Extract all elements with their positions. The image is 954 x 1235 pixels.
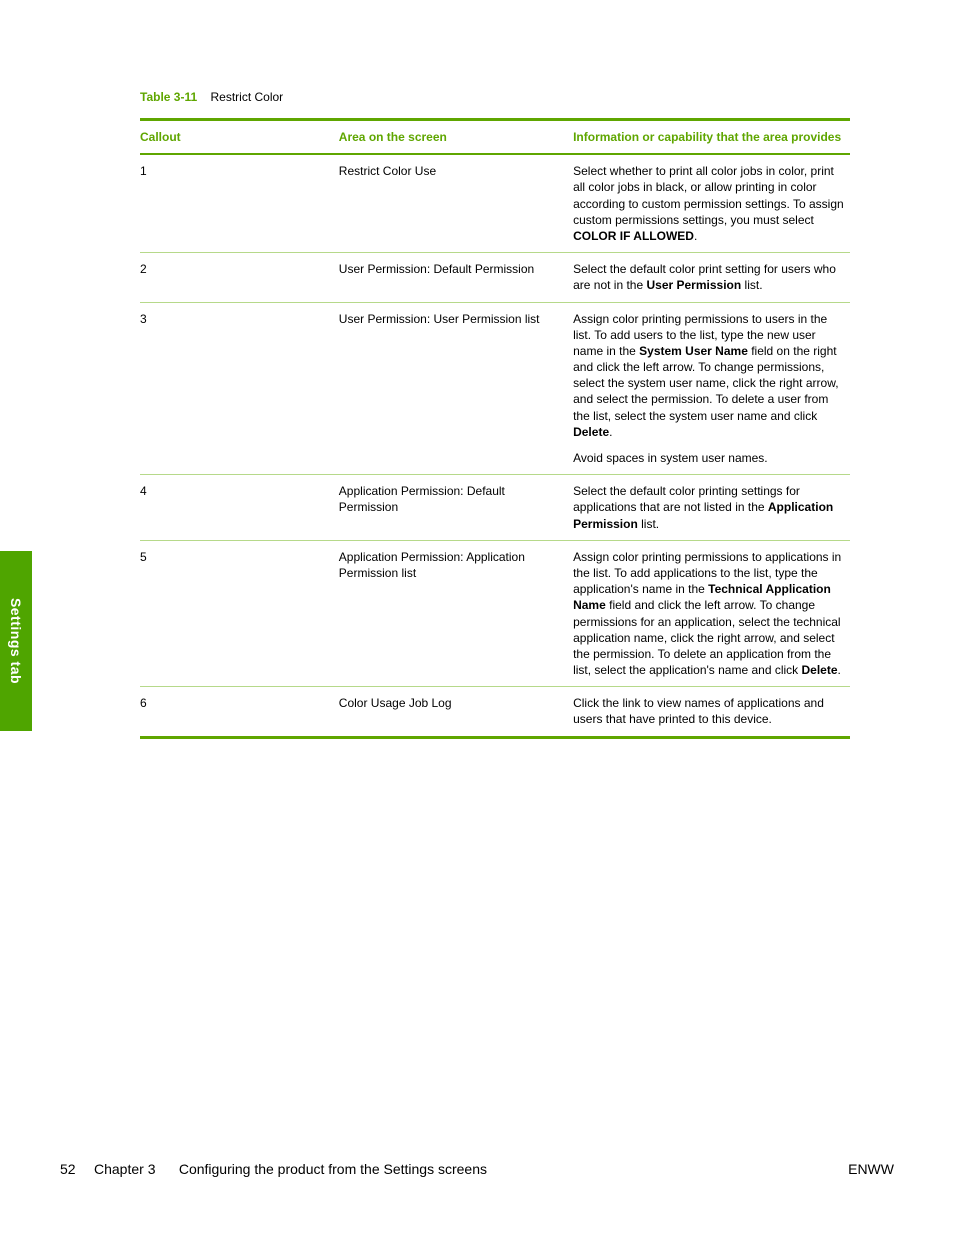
table-caption: Table 3-11 Restrict Color — [140, 90, 850, 104]
cell-description: Select the default color printing settin… — [573, 475, 850, 541]
chapter-label: Chapter 3 — [94, 1161, 155, 1177]
cell-description: Select whether to print all color jobs i… — [573, 154, 850, 252]
chapter-title: Configuring the product from the Setting… — [179, 1161, 487, 1177]
table-title: Restrict Color — [211, 90, 284, 104]
footer-right: ENWW — [848, 1161, 894, 1177]
cell-description: Select the default color print setting f… — [573, 253, 850, 302]
side-tab-label: Settings tab — [8, 598, 24, 684]
table-row: 1Restrict Color UseSelect whether to pri… — [140, 154, 850, 252]
cell-callout: 2 — [140, 253, 339, 302]
cell-callout: 4 — [140, 475, 339, 541]
cell-area: User Permission: User Permission list — [339, 302, 573, 475]
cell-area: Application Permission: Application Perm… — [339, 540, 573, 687]
restrict-color-table: Callout Area on the screen Information o… — [140, 118, 850, 739]
cell-callout: 5 — [140, 540, 339, 687]
table-number: Table 3-11 — [140, 90, 197, 104]
table-row: 5Application Permission: Application Per… — [140, 540, 850, 687]
table-row: 2User Permission: Default PermissionSele… — [140, 253, 850, 302]
cell-callout: 1 — [140, 154, 339, 252]
table-row: 4Application Permission: Default Permiss… — [140, 475, 850, 541]
cell-description: Assign color printing permissions to app… — [573, 540, 850, 687]
cell-description: Click the link to view names of applicat… — [573, 687, 850, 737]
col-info: Information or capability that the area … — [573, 120, 850, 155]
table-header-row: Callout Area on the screen Information o… — [140, 120, 850, 155]
col-callout: Callout — [140, 120, 339, 155]
cell-area: Application Permission: Default Permissi… — [339, 475, 573, 541]
cell-callout: 3 — [140, 302, 339, 475]
col-area: Area on the screen — [339, 120, 573, 155]
cell-callout: 6 — [140, 687, 339, 737]
cell-description: Assign color printing permissions to use… — [573, 302, 850, 475]
cell-area: Color Usage Job Log — [339, 687, 573, 737]
table-row: 6Color Usage Job LogClick the link to vi… — [140, 687, 850, 737]
table-row: 3User Permission: User Permission listAs… — [140, 302, 850, 475]
cell-area: Restrict Color Use — [339, 154, 573, 252]
page-footer: 52 Chapter 3 Configuring the product fro… — [60, 1161, 894, 1177]
side-tab: Settings tab — [0, 551, 32, 731]
cell-area: User Permission: Default Permission — [339, 253, 573, 302]
page-number: 52 — [60, 1161, 94, 1177]
